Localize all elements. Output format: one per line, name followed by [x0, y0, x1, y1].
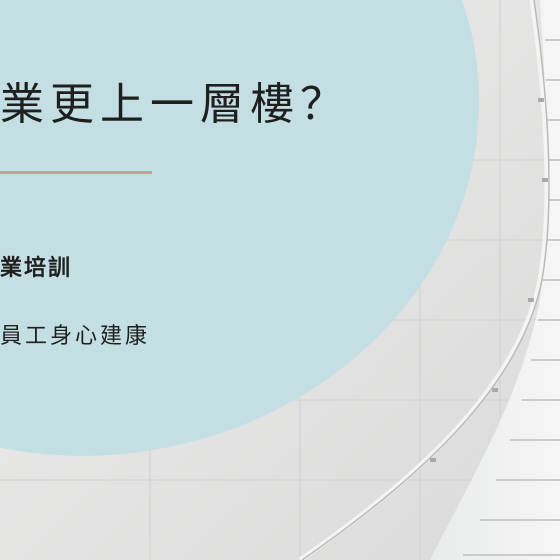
tagline: 員工身心建康	[0, 324, 151, 349]
headline: 業更上一層樓？	[0, 79, 350, 130]
divider-line	[0, 171, 152, 174]
subtitle: 業培訓	[0, 256, 73, 281]
